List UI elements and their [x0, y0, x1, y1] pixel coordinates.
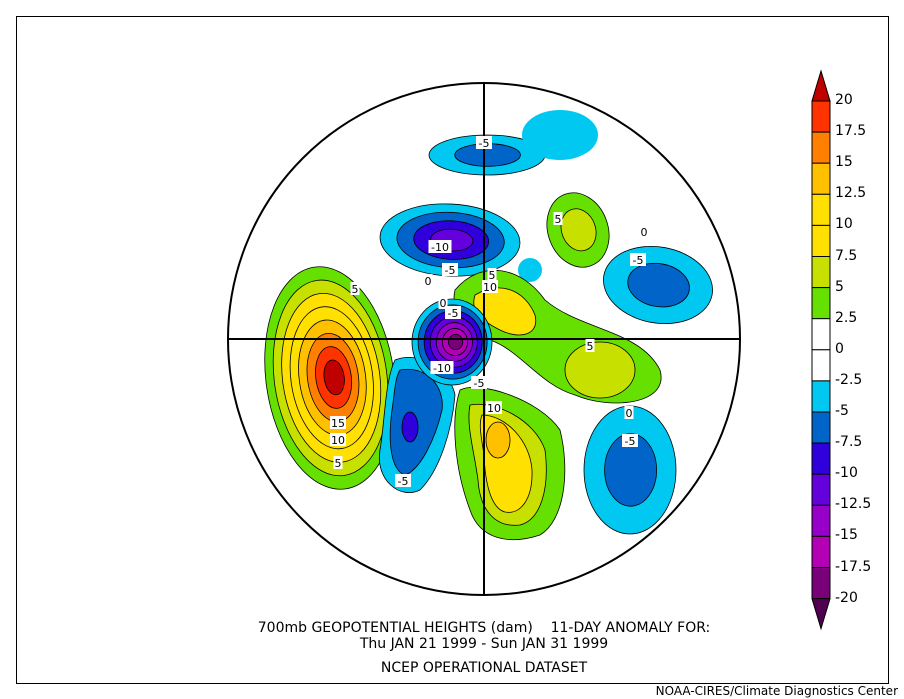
colorbar-label: 15: [835, 154, 853, 171]
colorbar-box: [811, 256, 831, 289]
contour-label-bg: [423, 274, 433, 287]
contour-label-bg: [624, 406, 634, 419]
contour-label-bg: [482, 280, 498, 293]
contour-label: 5: [335, 457, 342, 470]
contour-label-bg: [330, 433, 346, 446]
colorbar-label: -15: [835, 527, 858, 544]
contour-label-bg: [333, 456, 343, 469]
colorbar-box: [811, 504, 831, 537]
contour-label: 5: [489, 269, 496, 282]
colorbar-box: [811, 567, 831, 600]
contour-label-bg: [442, 263, 458, 276]
colorbar-label: 17.5: [835, 123, 867, 140]
colorbar-box: [811, 162, 831, 195]
contour-label-bg: [445, 306, 461, 319]
contour-label: 0: [641, 226, 648, 239]
colorbar-label: 2.5: [835, 309, 858, 326]
pacific-positive-contour: [323, 359, 345, 396]
contour-label-bg: [395, 474, 411, 487]
contour-label: 10: [483, 281, 497, 294]
contour-label: 0: [440, 297, 447, 310]
contour-label: 5: [587, 340, 594, 353]
credit-text: NOAA-CIRES/Climate Diagnostics Center: [655, 684, 898, 698]
colorbar-box: [811, 473, 831, 506]
colorbar-box: [811, 349, 831, 382]
colorbar-box: [811, 442, 831, 475]
colorbar-label: -20: [835, 589, 858, 606]
colorbar-box: [811, 380, 831, 413]
colorbar-label: -10: [835, 465, 858, 482]
colorbar-box: [811, 100, 831, 133]
title-line-1: 700mb GEOPOTENTIAL HEIGHTS (dam) 11-DAY …: [257, 620, 711, 636]
colorbar-label: 20: [835, 92, 853, 108]
contour-label-bg: [476, 136, 492, 149]
contour-label: -5: [625, 435, 636, 448]
small-negative: [518, 258, 542, 282]
contour-label: 5: [352, 283, 359, 296]
contour-label-bg: [553, 212, 563, 225]
colorbar-box: [811, 287, 831, 320]
map-boundary-circle: [227, 82, 741, 596]
asia-negative-contour: [627, 262, 690, 308]
contour-label-bg: [486, 401, 502, 414]
title-line-2: Thu JAN 21 1999 - Sun JAN 31 1999: [359, 636, 609, 652]
anomaly-fields: [228, 83, 740, 595]
contour-label-bg: [471, 376, 487, 389]
contour-label: 10: [487, 402, 501, 415]
colorbar-box: [811, 318, 831, 351]
colorbar-box: [811, 224, 831, 257]
colorbar-label: -2.5: [835, 371, 863, 388]
contour-label-bg: [350, 282, 360, 295]
colorbar-label: -17.5: [835, 558, 872, 575]
plot-frame: [16, 16, 889, 684]
contour-label: -10: [433, 362, 451, 375]
contour-label: 0: [626, 407, 633, 420]
contour-label: -5: [479, 137, 490, 150]
west-na-negative-7.5: [401, 411, 419, 443]
contour-label: 15: [331, 417, 345, 430]
contour-label-bg: [430, 361, 454, 374]
colorbar-label: 7.5: [835, 247, 858, 264]
contour-label-bg: [428, 240, 452, 253]
colorbar-top-arrow: [811, 69, 831, 102]
colorbar-box: [811, 411, 831, 444]
contour-label: 5: [555, 213, 562, 226]
colorbar-label: 12.5: [835, 185, 867, 202]
contour-label-bg: [639, 225, 649, 238]
polar-negative-contour: [448, 333, 464, 351]
colorbar-box: [811, 131, 831, 164]
colorbar-box: [811, 535, 831, 569]
contour-label: 10: [331, 434, 345, 447]
contour-label: -5: [474, 377, 485, 390]
scandinavia-negative: [522, 110, 598, 160]
contour-label-bg: [487, 268, 497, 281]
contour-label: -5: [398, 475, 409, 488]
colorbar-label: 5: [835, 278, 844, 295]
russia-positive-contour: [560, 208, 597, 252]
colorbar-label: -7.5: [835, 434, 863, 451]
na-positive-12.5: [485, 421, 511, 459]
contour-label: 0: [425, 275, 432, 288]
contour-label: -5: [445, 264, 456, 277]
colorbar-label: -5: [835, 403, 849, 419]
atlantic-negative-contour: [604, 433, 657, 507]
contour-label: -5: [448, 307, 459, 320]
contour-label-bg: [330, 416, 346, 429]
colorbar-bottom-arrow: [811, 598, 831, 631]
colorbar-label: 10: [835, 216, 853, 233]
contour-label-bg: [630, 253, 646, 266]
contour-label-bg: [585, 339, 595, 352]
title-line-3: NCEP OPERATIONAL DATASET: [380, 660, 588, 676]
contour-label: -10: [431, 241, 449, 254]
colorbar-box: [811, 193, 831, 226]
colorbar-label: 0: [835, 340, 844, 357]
contour-label-bg: [622, 434, 638, 447]
colorbar-label: -12.5: [835, 496, 872, 513]
contour-label: -5: [633, 254, 644, 267]
contour-label-bg: [438, 296, 448, 309]
europe-positive-7.5: [564, 341, 636, 399]
